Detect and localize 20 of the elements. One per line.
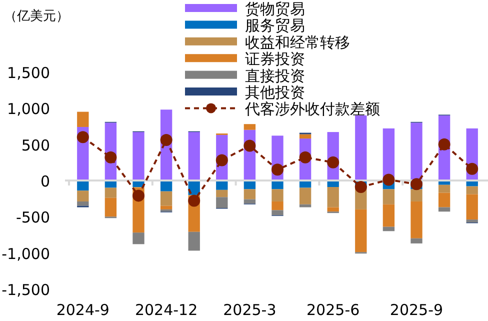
y-tick-label: -1,000: [2, 244, 50, 263]
x-tick-label: 2024-9: [56, 301, 110, 319]
y-tick-label: 0: [40, 172, 50, 190]
legend-label: 货物贸易: [245, 0, 305, 18]
legend-label: 其他投资: [245, 84, 305, 102]
y-tick-label: -1,500: [2, 281, 50, 299]
x-tick-label: 2025-6: [306, 301, 360, 319]
y-tick-label: 1,000: [7, 100, 50, 118]
x-tick-label: 2024-12: [134, 301, 198, 319]
y-axis-title: （亿美元）: [4, 8, 69, 24]
legend-label: 代客涉外收付款差额: [244, 100, 380, 118]
y-tick-label: 500: [21, 136, 50, 154]
x-tick-label: 2025-9: [390, 301, 444, 319]
legend-label: 证券投资: [245, 50, 305, 68]
legend-label: 收益和经常转移: [245, 33, 350, 52]
y-tick-label: 1,500: [7, 64, 50, 82]
y-tick-label: -500: [16, 208, 50, 227]
legend-label: 服务贸易: [245, 16, 305, 35]
legend-label: 直接投资: [245, 66, 305, 85]
x-tick-label: 2025-3: [223, 301, 276, 319]
